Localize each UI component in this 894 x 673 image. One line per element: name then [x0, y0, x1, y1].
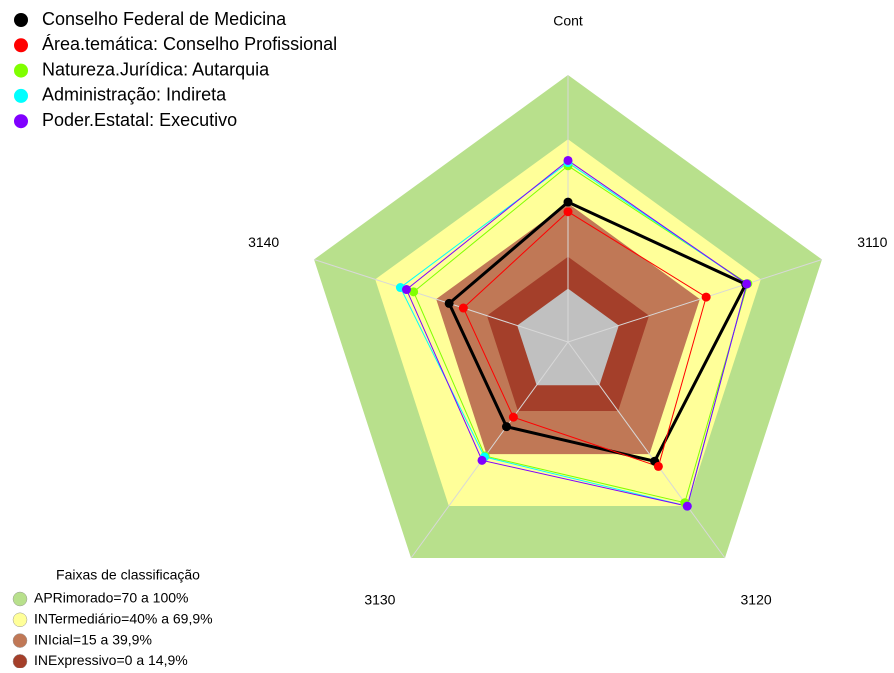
legend-label: Natureza.Jurídica: Autarquia: [42, 59, 270, 79]
band-legend-marker: [12, 612, 28, 628]
series-point: [682, 501, 692, 511]
band-legend-marker: [12, 633, 28, 648]
band-legend-label: INTermediário=40% a 69,9%: [34, 611, 213, 627]
series-point: [563, 155, 573, 165]
legend-marker: [14, 13, 28, 27]
band-legend-label: INIcial=15 a 39,9%: [34, 631, 152, 647]
band-legend-marker: [12, 591, 28, 607]
series-line: [447, 200, 748, 463]
legend-label: Conselho Federal de Medicina: [42, 9, 287, 29]
axis-label: Cont: [553, 13, 583, 29]
band-legend-title: Faixas de classificação: [56, 567, 200, 583]
axis-label: 3110: [857, 234, 887, 250]
series-point: [742, 279, 752, 289]
series-point: [653, 461, 663, 471]
series-point: [508, 412, 518, 422]
legend-marker: [14, 114, 28, 129]
axis-label: 3130: [364, 592, 395, 608]
series-point: [458, 303, 468, 313]
series-point: [563, 207, 573, 217]
spoke: [410, 341, 569, 559]
spoke: [313, 259, 569, 343]
legend-label: Poder.Estatal: Executivo: [42, 110, 237, 130]
band-legend-marker: [12, 654, 28, 669]
series-point: [701, 292, 711, 302]
series-point: [477, 455, 487, 465]
legend-label: Área.temática: Conselho Profissional: [42, 34, 337, 54]
spoke: [567, 259, 823, 343]
series-point: [409, 287, 419, 297]
band-legend-label: INExpressivo=0 a 14,9%: [34, 652, 188, 668]
series-line: [405, 159, 748, 507]
legend-marker: [14, 88, 28, 103]
series-point: [444, 298, 454, 308]
axis-label: 3140: [248, 234, 279, 250]
legend-label: Administração: Indireta: [42, 85, 227, 105]
series-line: [462, 211, 707, 468]
axis-label: 3120: [741, 592, 772, 608]
series-point: [501, 422, 511, 432]
legend-marker: [14, 63, 28, 78]
legend-marker: [14, 38, 28, 53]
series-point: [563, 197, 573, 207]
band-legend-label: APRimorado=70 a 100%: [34, 590, 189, 606]
series-point: [401, 285, 411, 295]
spoke: [567, 341, 726, 559]
